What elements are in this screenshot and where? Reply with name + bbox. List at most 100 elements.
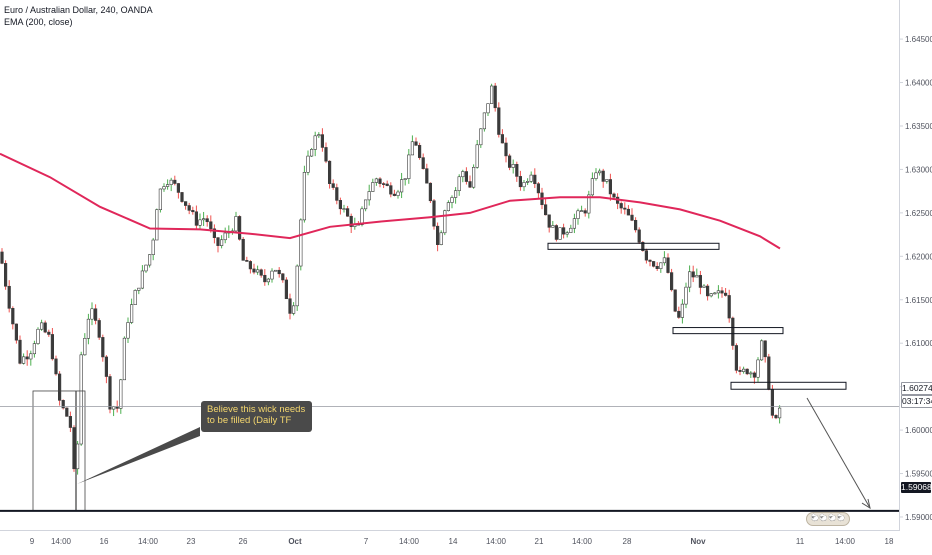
- candle-body: [749, 372, 753, 375]
- candle-body: [371, 182, 375, 192]
- candle-body: [633, 219, 638, 231]
- candle-body: [83, 337, 87, 356]
- candle-body: [140, 270, 145, 289]
- price-tick-label: 1.59000: [905, 513, 932, 522]
- candle-body: [342, 208, 346, 210]
- candle-body: [299, 219, 303, 267]
- candle-body: [407, 154, 411, 179]
- candle-body: [374, 178, 379, 183]
- candle-body: [619, 203, 623, 209]
- candle-body: [612, 193, 616, 198]
- candle-body: [662, 257, 666, 264]
- candle-body: [273, 269, 278, 272]
- candle-body: [68, 416, 72, 428]
- candle-body: [684, 286, 688, 305]
- candle-body: [173, 179, 177, 184]
- candle-body: [590, 178, 594, 196]
- candle-body: [331, 183, 335, 188]
- candle-body: [54, 358, 58, 375]
- projection-arrow-line: [806, 397, 871, 509]
- candle-body: [630, 214, 634, 221]
- candle-body: [241, 238, 245, 261]
- candle-body: [234, 216, 238, 232]
- price-tick-label: 1.63500: [905, 122, 932, 131]
- candle-body: [108, 376, 112, 410]
- candle-body: [597, 170, 602, 174]
- candle-body: [104, 356, 108, 377]
- candle-body: [50, 334, 54, 360]
- candle-body: [410, 141, 415, 156]
- candle-body: [601, 170, 605, 182]
- candle-body: [180, 192, 184, 202]
- candle-body: [248, 261, 253, 270]
- price-tick-label: 1.64500: [905, 35, 932, 44]
- candle-body: [191, 210, 195, 213]
- candle-body: [126, 322, 130, 339]
- candle-body: [518, 176, 522, 188]
- candle-body: [86, 318, 90, 339]
- candle-body: [396, 191, 400, 196]
- candle-body: [713, 292, 717, 295]
- price-axis: 1.64500 1.64000 1.63500 1.63000 1.62500 1.620…: [899, 35, 932, 522]
- candle-body: [317, 134, 321, 137]
- price-tick-label: 1.61000: [905, 339, 932, 348]
- time-tick-label: 14:00: [486, 537, 507, 546]
- indicator-label[interactable]: EMA (200, close): [4, 17, 73, 27]
- candle-body: [745, 368, 749, 375]
- candle-body: [302, 172, 307, 221]
- candle-body: [648, 259, 652, 262]
- candle-body: [7, 285, 11, 309]
- price-tick-label: 1.64000: [905, 79, 932, 88]
- candle-body: [543, 204, 548, 216]
- candle-body: [461, 171, 465, 178]
- candle-body: [558, 227, 562, 240]
- candle-body: [551, 225, 555, 228]
- candle-body: [565, 232, 569, 235]
- candle-body: [266, 278, 271, 283]
- candle-body: [493, 85, 497, 109]
- candle-body: [209, 221, 213, 230]
- candle-body: [504, 142, 508, 157]
- candle-body: [90, 308, 94, 320]
- candle-body: [21, 356, 26, 364]
- candle-body: [677, 310, 681, 318]
- candle-body: [626, 208, 630, 216]
- candle-body: [471, 166, 476, 188]
- candle-body: [464, 171, 469, 182]
- candle-body: [709, 293, 713, 297]
- candle-body: [281, 273, 285, 281]
- candle-body: [479, 128, 483, 146]
- candle-body: [184, 201, 188, 206]
- candle-body: [313, 135, 317, 150]
- supply-zone: [547, 242, 720, 250]
- candle-body: [763, 340, 767, 358]
- candle-body: [723, 292, 728, 296]
- candle-body: [345, 208, 350, 217]
- time-tick-label: 14: [449, 537, 458, 546]
- candle-body: [533, 174, 537, 185]
- current-price-label: 1.60274: [901, 382, 932, 395]
- candle-body: [695, 275, 699, 278]
- candle-body: [687, 271, 692, 288]
- time-tick-label: 14:00: [835, 537, 856, 546]
- time-tick-label: 9: [30, 537, 35, 546]
- candle-body: [583, 210, 587, 214]
- price-tick-label: 1.62500: [905, 209, 932, 218]
- candle-body: [453, 190, 458, 198]
- candle-body: [238, 216, 242, 240]
- candle-body: [324, 147, 328, 162]
- symbol-title[interactable]: Euro / Australian Dollar, 240, OANDA: [4, 5, 153, 15]
- candle-body: [561, 227, 566, 235]
- candle-body: [439, 232, 443, 245]
- candle-body: [137, 287, 141, 291]
- candle-body: [702, 285, 706, 288]
- candle-body: [605, 179, 609, 182]
- annotation-callout[interactable]: Believe this wick needs to be filled (Da…: [201, 401, 312, 432]
- annotations-layer: [0, 242, 899, 512]
- candle-body: [680, 303, 684, 318]
- time-tick-label: 14:00: [138, 537, 159, 546]
- candle-body: [547, 214, 551, 228]
- candle-body: [446, 202, 451, 212]
